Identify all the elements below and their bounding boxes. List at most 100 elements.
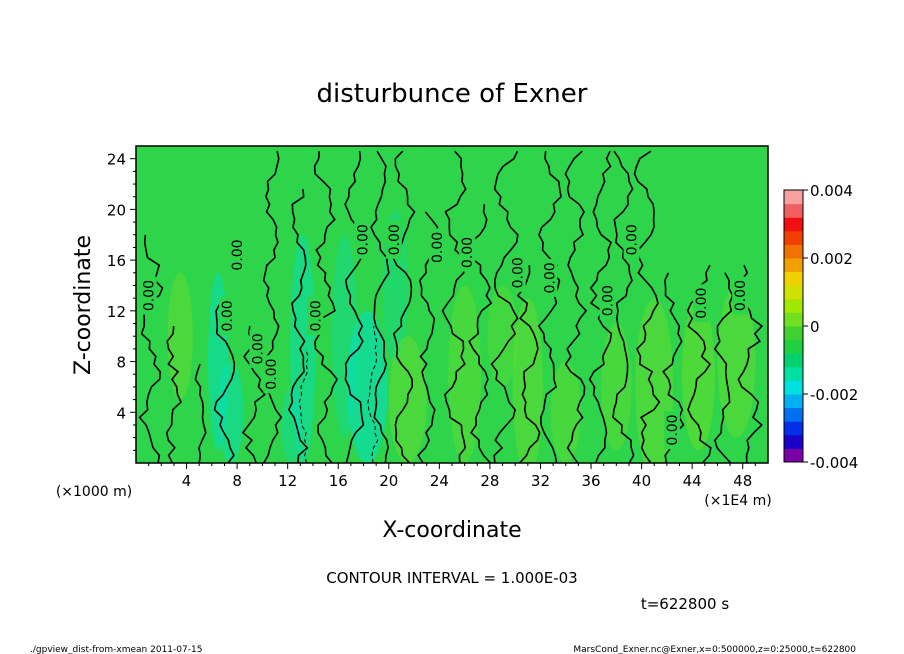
colorbar-segment — [784, 258, 803, 273]
colorbar-segment — [784, 298, 803, 313]
colorbar-segment — [784, 285, 803, 300]
negative-contour-line — [298, 348, 309, 463]
contour-label-bg — [263, 355, 280, 394]
contour-interval-text: CONTOUR INTERVAL = 1.000E-03 — [326, 569, 577, 587]
y-tick-label: 24 — [107, 151, 126, 169]
contour-label-bg — [428, 228, 445, 267]
plot-background — [136, 146, 768, 463]
colorbar-segment — [784, 217, 803, 232]
colorbar-label: 0 — [810, 318, 820, 336]
colorbar-segment — [784, 203, 803, 218]
field-patch — [448, 285, 482, 463]
y-tick-label: 12 — [107, 303, 126, 321]
contour-label: 0.00 — [430, 232, 446, 263]
x-tick-label: 16 — [329, 472, 348, 490]
field-patch — [487, 285, 518, 387]
contour-label-layer: 0.000.000.000.000.000.000.00 0.00 0.00 0.00… — [140, 220, 749, 450]
contour-line — [490, 150, 519, 463]
y-tick-label: 8 — [116, 354, 126, 372]
chart-title: disturbunce of Exner — [317, 79, 588, 109]
field-patch — [281, 386, 302, 463]
contour-label: 0.00 — [309, 300, 325, 331]
x-axis-label: X-coordinate — [382, 518, 521, 543]
contour-label-bg — [599, 281, 616, 320]
x-axis-ticks: 4 8 12 16 20 24 28 32 36 40 44 48 — [148, 463, 756, 490]
contour-line — [213, 302, 236, 463]
negative-contour-line — [367, 326, 379, 463]
colorbar-segment — [784, 339, 803, 354]
x-unit-left: (×1000 m) — [56, 484, 132, 500]
contour-label-bg — [459, 233, 476, 272]
field-patch — [290, 234, 316, 463]
contour-label-bg — [249, 329, 266, 368]
time-text: t=622800 s — [641, 595, 729, 613]
field-patch — [635, 298, 674, 463]
colorbar-segment — [784, 366, 803, 381]
contour-label-bg — [229, 236, 246, 275]
x-tick-label: 28 — [480, 472, 499, 490]
contour-label-bg — [541, 258, 558, 297]
contour-label: 0.00 — [264, 359, 280, 390]
x-tick-label: 20 — [379, 472, 398, 490]
x-tick-label: 40 — [632, 472, 651, 490]
footer-left: ./gpview_dist-from-xmean 2011-07-15 — [30, 645, 202, 654]
x-tick-label: 12 — [278, 472, 297, 490]
contour-line — [537, 151, 562, 463]
contour-line — [633, 150, 661, 463]
x-tick-label: 8 — [232, 472, 242, 490]
contour-label-bg — [693, 284, 710, 323]
contour-label-bg — [307, 296, 324, 335]
colorbar-label: -0.004 — [810, 454, 858, 472]
contour-label: 0.00 — [694, 288, 710, 319]
field-patch — [682, 298, 715, 451]
contour-label: 0.00 — [250, 333, 266, 364]
y-tick-label: 16 — [107, 252, 126, 270]
colorbar-segment — [784, 407, 803, 422]
contour-line — [441, 150, 467, 463]
contour-label: 0.00 — [220, 300, 236, 331]
field-patch — [218, 361, 244, 463]
contour-line — [516, 265, 541, 463]
contour-label: 0.00 — [460, 237, 476, 268]
contour-label: 0.00 — [625, 224, 641, 255]
contour-label-bg — [354, 220, 371, 259]
contour-label-bg — [219, 296, 236, 335]
contour-line — [262, 150, 283, 463]
contour-line — [370, 150, 390, 463]
contour-line — [564, 150, 588, 463]
y-axis-label: Z-coordinate — [71, 235, 96, 375]
y-tick-label: 4 — [116, 404, 126, 422]
contour-line — [287, 189, 309, 463]
contour-layer — [138, 150, 764, 463]
contour-label: 0.00 — [355, 224, 371, 255]
contour-line — [344, 151, 367, 463]
x-tick-label: 44 — [683, 472, 702, 490]
contour-label: 0.00 — [511, 257, 527, 288]
x-tick-label: 24 — [430, 472, 449, 490]
contour-label: 0.00 — [733, 280, 749, 311]
colorbar-segment — [784, 230, 803, 245]
colorbar-segment — [784, 434, 803, 449]
contour-line — [392, 150, 416, 463]
contour-line — [313, 151, 339, 463]
colorbar-segment — [784, 326, 803, 341]
colorbar-label: -0.002 — [810, 386, 858, 404]
contour-label: 0.00 — [542, 262, 558, 293]
contour-label: 0.00 — [230, 239, 246, 270]
contour-line — [612, 150, 635, 463]
y-axis-ticks: 4 8 12 16 20 24 — [107, 151, 136, 451]
x-tick-label: 36 — [581, 472, 600, 490]
colorbar-segment — [784, 244, 803, 259]
x-tick-label: 48 — [733, 472, 752, 490]
contour-label-bg — [623, 220, 640, 259]
contour-line — [165, 326, 182, 463]
colorbar-segment — [784, 380, 803, 395]
colorbar-segment — [784, 448, 803, 463]
contour-line — [713, 272, 734, 463]
contour-label-bg — [509, 253, 526, 292]
colorbar-segment — [784, 190, 803, 205]
footer-right: MarsCond_Exner.nc@Exner,x=0:500000,z=0:2… — [573, 645, 856, 654]
contour-label: 0.00 — [665, 414, 681, 445]
contour-label-bg — [140, 276, 157, 315]
